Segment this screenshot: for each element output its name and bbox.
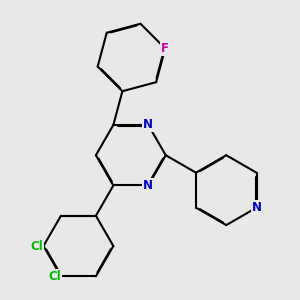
Text: F: F [161,42,169,55]
Text: N: N [251,201,262,214]
Text: N: N [143,118,153,131]
Text: N: N [143,179,153,192]
Text: Cl: Cl [48,270,61,283]
Text: Cl: Cl [31,239,44,253]
